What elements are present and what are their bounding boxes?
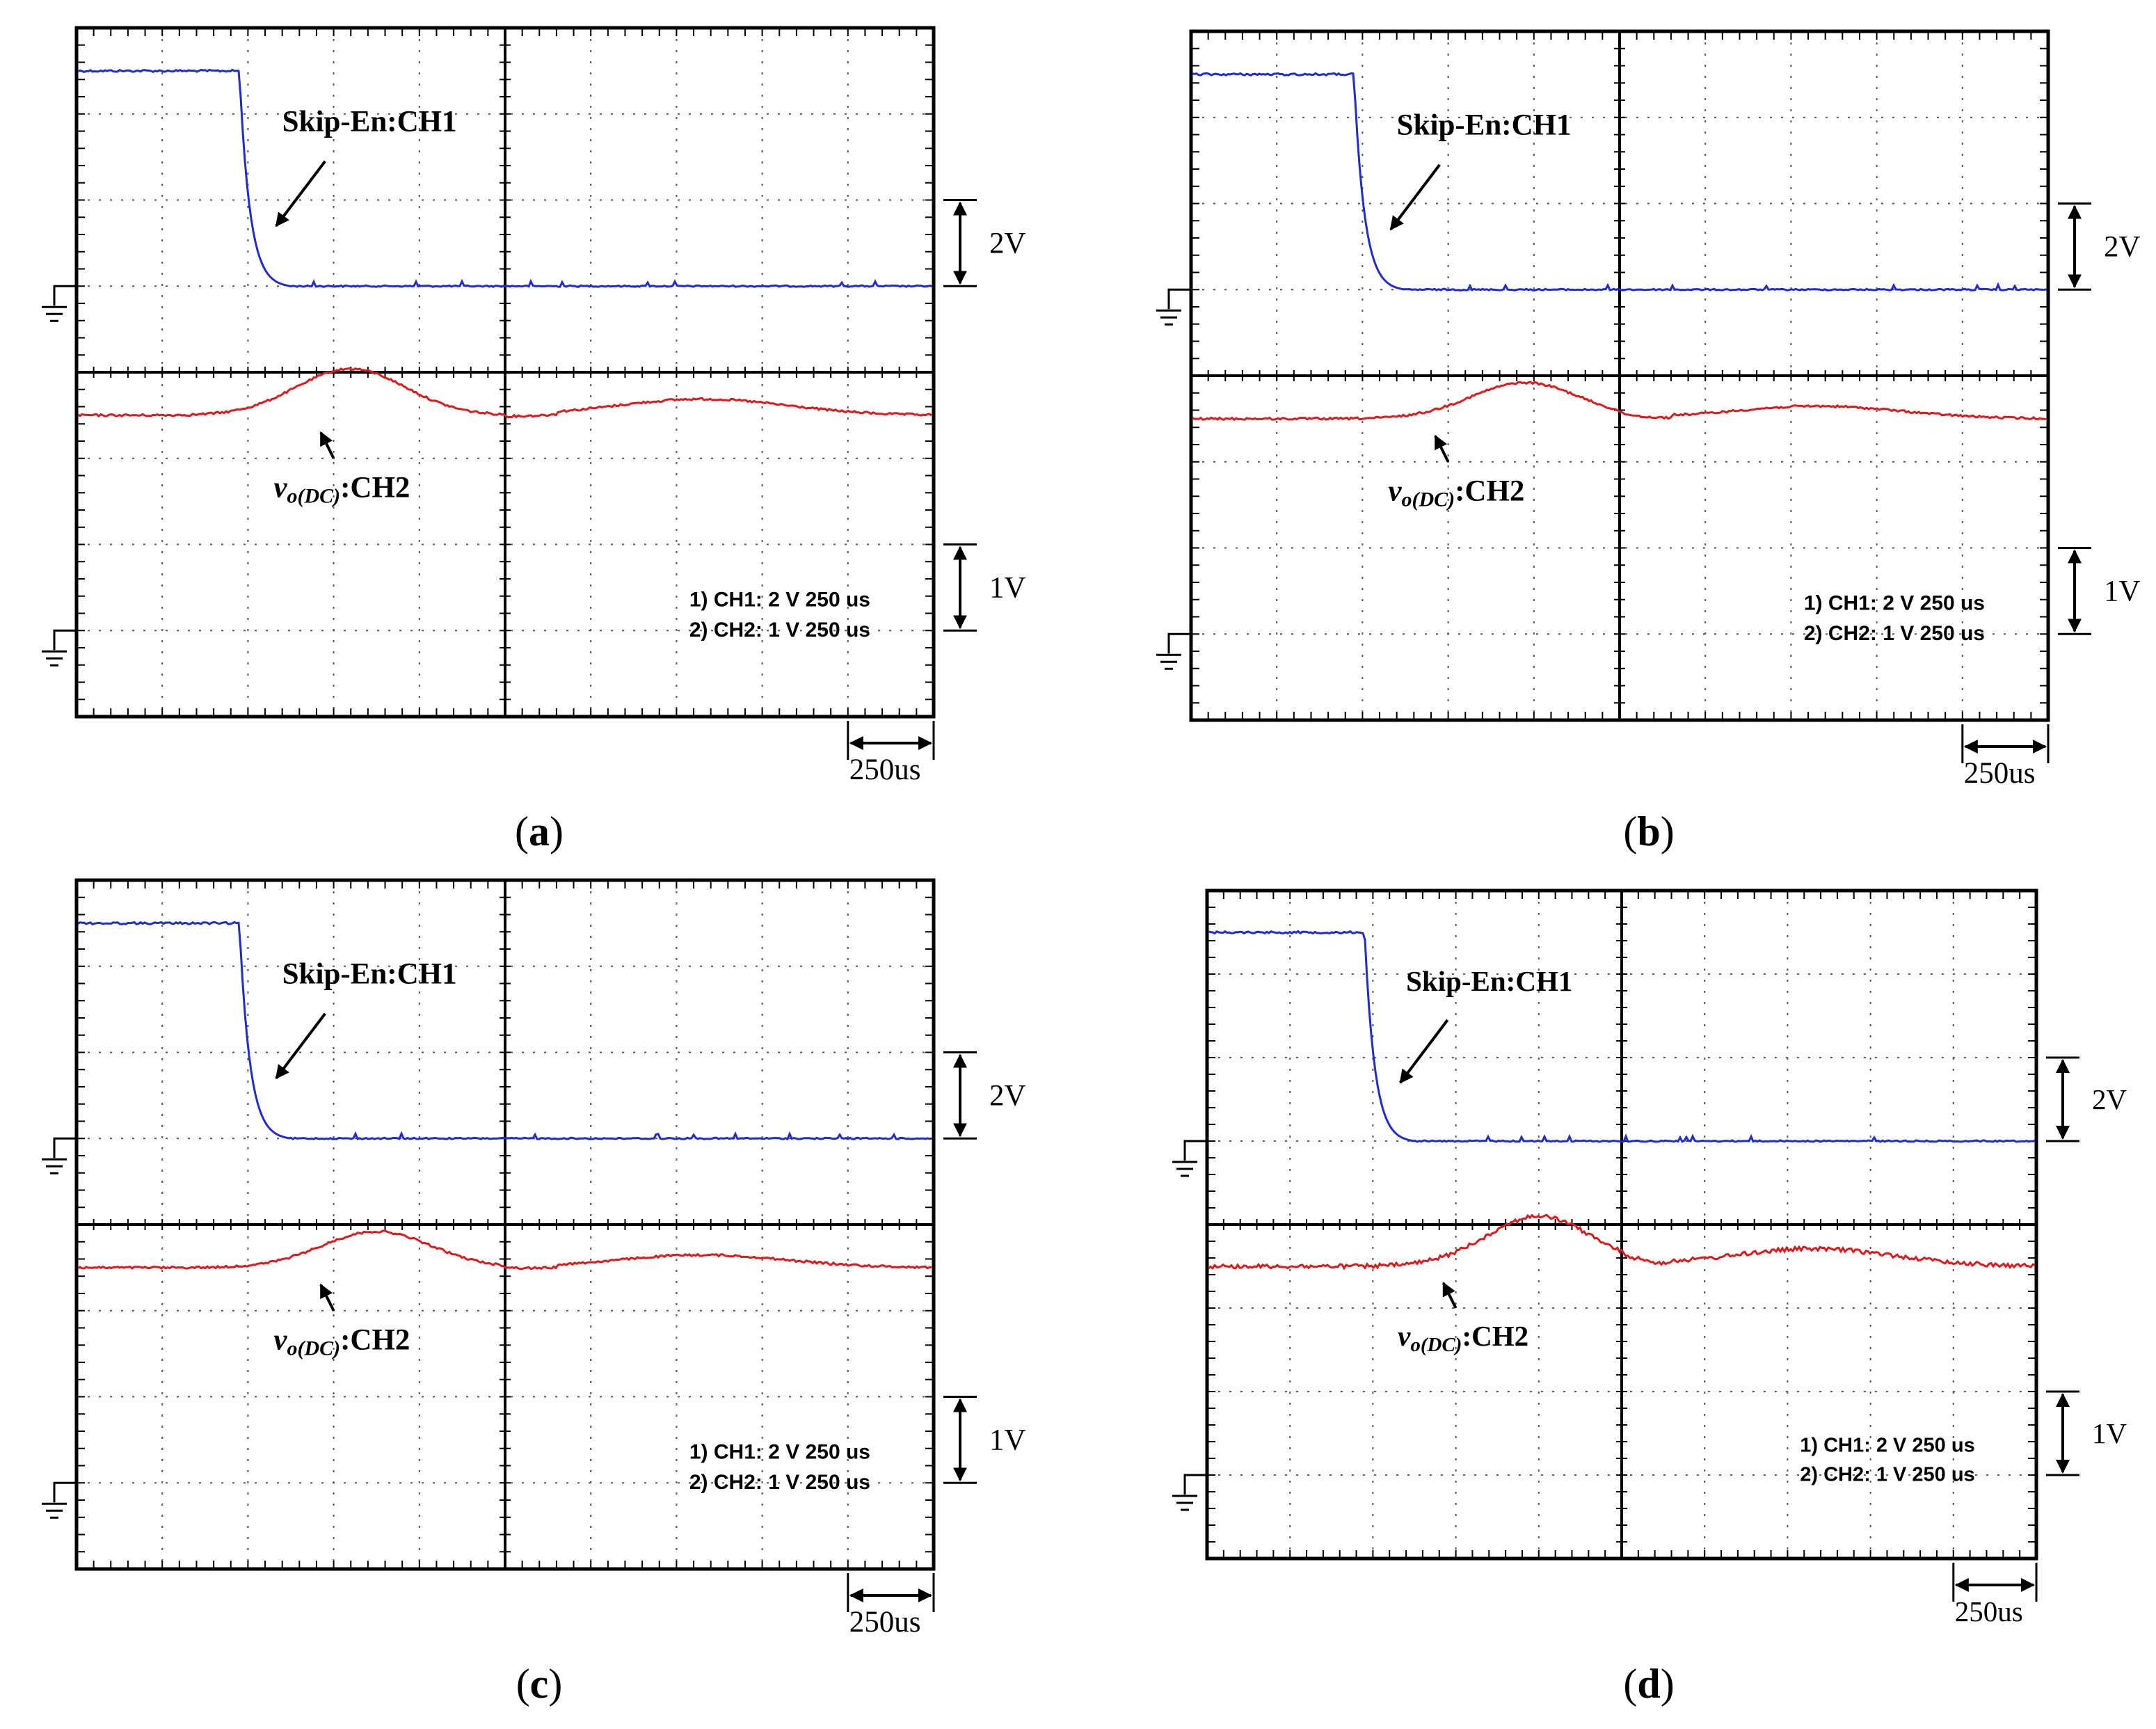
ground-lead (54, 1483, 77, 1502)
panel-a: Skip-En:CH1 vo(DC):CH2 1) CH1: 2 V 250 us 2… (42, 28, 1026, 786)
panel-caption: (a) (515, 808, 564, 854)
ch1-scale-label: 2V (2104, 230, 2141, 263)
oscilloscope-figure: Skip-En:CH1vo(DC):CH21) CH1: 2 V 250 us2… (0, 0, 2156, 1726)
ch1-scale-label: 2V (2092, 1083, 2127, 1115)
caption-paren-open: ( (1623, 1661, 1637, 1707)
caption-paren-open: ( (516, 1661, 530, 1707)
caption-paren-close: ) (550, 808, 564, 854)
time-scale-label: 250us (1964, 757, 2036, 790)
ch2-label: vo(DC):CH2 (273, 471, 410, 507)
ch1-label-arrow (276, 1014, 325, 1078)
time-scale-label: 250us (849, 1606, 921, 1639)
ch2-label-v: v (1388, 475, 1402, 507)
ch2-label-suffix: :CH2 (340, 471, 410, 504)
readout-ch1: 1) CH1: 2 V 250 us (689, 1441, 870, 1464)
ch2-label-sub: o(DC) (287, 1337, 340, 1360)
ch2-label-arrow (1435, 436, 1448, 462)
ch2-label-suffix: :CH2 (1462, 1320, 1528, 1352)
ground-lead (1185, 1141, 1207, 1161)
readout-ch1: 1) CH1: 2 V 250 us (689, 589, 870, 612)
readout-ch2: 2) CH2: 1 V 250 us (1804, 622, 1985, 645)
readout-ch1: 1) CH1: 2 V 250 us (1800, 1434, 1974, 1456)
caption-letter: b (1637, 808, 1660, 854)
readout-ch1: 1) CH1: 2 V 250 us (1804, 592, 1985, 615)
panel-caption: (c) (516, 1661, 563, 1707)
ground-lead (1185, 1475, 1207, 1495)
caption-paren-close: ) (1661, 808, 1675, 854)
ch2-label-v: v (1398, 1320, 1411, 1352)
ch1-scale-label: 2V (989, 227, 1026, 260)
ch2-scale-label: 1V (2092, 1417, 2127, 1449)
ch1-label-arrow (1391, 165, 1439, 230)
caption-paren-close: ) (548, 1661, 562, 1707)
readout-ch2: 2) CH2: 1 V 250 us (689, 1471, 870, 1494)
figure-stage: Skip-En:CH1 vo(DC):CH2 1) CH1: 2 V 250 us 2… (0, 0, 2156, 1726)
ch2-label-arrow (1444, 1283, 1456, 1308)
ground-symbol-icon (1172, 1475, 1207, 1510)
ch1-label: Skip-En:CH1 (1397, 109, 1572, 142)
ch2-label-v: v (273, 471, 287, 504)
ground-symbol-icon (1156, 634, 1191, 669)
caption-paren-open: ( (1623, 808, 1637, 854)
ch2-label-sub: o(DC) (1401, 488, 1455, 511)
time-scale-label: 250us (1955, 1595, 2023, 1627)
caption-letter: c (530, 1661, 549, 1707)
ch2-label: vo(DC):CH2 (1398, 1320, 1528, 1356)
ground-symbol-icon (42, 630, 77, 665)
ch2-label-arrow (321, 1285, 333, 1311)
panel-caption: (d) (1623, 1661, 1674, 1707)
ground-symbol-icon (1156, 289, 1191, 324)
readout-ch2: 2) CH2: 1 V 250 us (689, 619, 870, 642)
ch2-label-arrow (321, 433, 333, 459)
ch2-label-suffix: :CH2 (340, 1323, 410, 1356)
ground-lead (54, 630, 77, 650)
panel-caption: (b) (1623, 808, 1674, 854)
ground-symbol-icon (42, 286, 77, 321)
ch1-label-arrow (276, 161, 325, 226)
ground-symbol-icon (42, 1483, 77, 1517)
ch2-scale-label: 1V (989, 571, 1026, 604)
ch1-label-arrow (1400, 1020, 1448, 1083)
caption-letter: d (1637, 1661, 1660, 1707)
caption-letter: a (529, 808, 550, 854)
caption-paren-close: ) (1661, 1661, 1675, 1707)
ch2-scale-label: 1V (2104, 575, 2141, 607)
ground-lead (1169, 634, 1191, 653)
ch2-label-sub: o(DC) (287, 484, 340, 507)
time-scale-label: 250us (849, 754, 921, 786)
ch1-label: Skip-En:CH1 (282, 106, 457, 138)
ch1-scale-label: 2V (989, 1079, 1026, 1112)
ch2-label-sub: o(DC) (1410, 1334, 1462, 1356)
ch2-label-suffix: :CH2 (1455, 475, 1524, 507)
ground-lead (54, 286, 77, 305)
panel-d: Skip-En:CH1 vo(DC):CH2 1) CH1: 2 V 250 us 2… (1172, 891, 2127, 1627)
ch1-label: Skip-En:CH1 (1406, 965, 1572, 997)
ch2-label: vo(DC):CH2 (1388, 475, 1524, 511)
ch1-label: Skip-En:CH1 (282, 958, 457, 991)
ch2-label-v: v (273, 1323, 287, 1356)
panel-c: Skip-En:CH1 vo(DC):CH2 1) CH1: 2 V 250 us 2… (42, 880, 1026, 1639)
ground-symbol-icon (42, 1138, 77, 1173)
panel-b: Skip-En:CH1 vo(DC):CH2 1) CH1: 2 V 250 us 2… (1156, 31, 2141, 790)
ground-lead (54, 1138, 77, 1158)
ch2-scale-label: 1V (989, 1424, 1026, 1456)
readout-ch2: 2) CH2: 1 V 250 us (1800, 1463, 1974, 1485)
ch2-label: vo(DC):CH2 (273, 1323, 410, 1360)
ground-symbol-icon (1172, 1141, 1207, 1176)
caption-paren-open: ( (515, 808, 529, 854)
ground-lead (1169, 289, 1191, 309)
